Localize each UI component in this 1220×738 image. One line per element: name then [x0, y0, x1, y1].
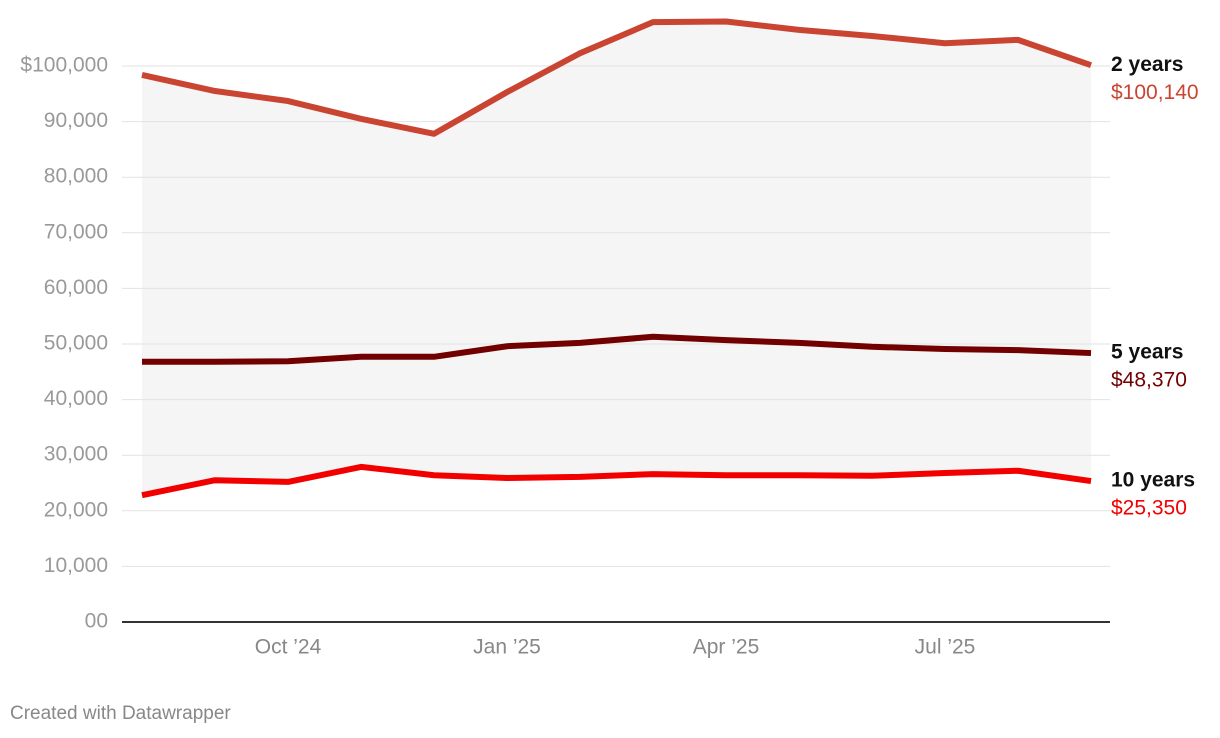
- series-line: [141, 18, 1092, 137]
- y-tick-label: 20,000: [44, 498, 108, 521]
- y-tick-label: $100,000: [20, 54, 108, 77]
- y-tick-label: 70,000: [44, 220, 108, 243]
- value-label: $25,350: [1111, 497, 1187, 520]
- y-tick-label: 00: [85, 610, 108, 633]
- y-tick-label: 90,000: [44, 109, 108, 132]
- series-label: 5 years: [1111, 341, 1183, 364]
- y-tick-label: 80,000: [44, 165, 108, 188]
- y-tick-label: 60,000: [44, 276, 108, 299]
- y-tick-label: 10,000: [44, 554, 108, 577]
- series-line: [142, 333, 1092, 365]
- series-label: 2 years: [1111, 53, 1183, 76]
- range-band: [142, 21, 1091, 496]
- value-label: $100,140: [1111, 81, 1199, 104]
- x-tick-label: Oct ’24: [255, 636, 322, 659]
- x-tick-label: Apr ’25: [693, 636, 760, 659]
- value-label: $48,370: [1111, 369, 1187, 392]
- y-tick-label: 30,000: [44, 443, 108, 466]
- x-tick-label: Jan ’25: [473, 636, 541, 659]
- y-tick-label: 40,000: [44, 387, 108, 410]
- x-tick-label: Jul ’25: [915, 636, 976, 659]
- series-label: 10 years: [1111, 469, 1195, 492]
- footer: Created with Datawrapper: [10, 703, 231, 724]
- series-line: [141, 463, 1092, 499]
- y-tick-label: 50,000: [44, 332, 108, 355]
